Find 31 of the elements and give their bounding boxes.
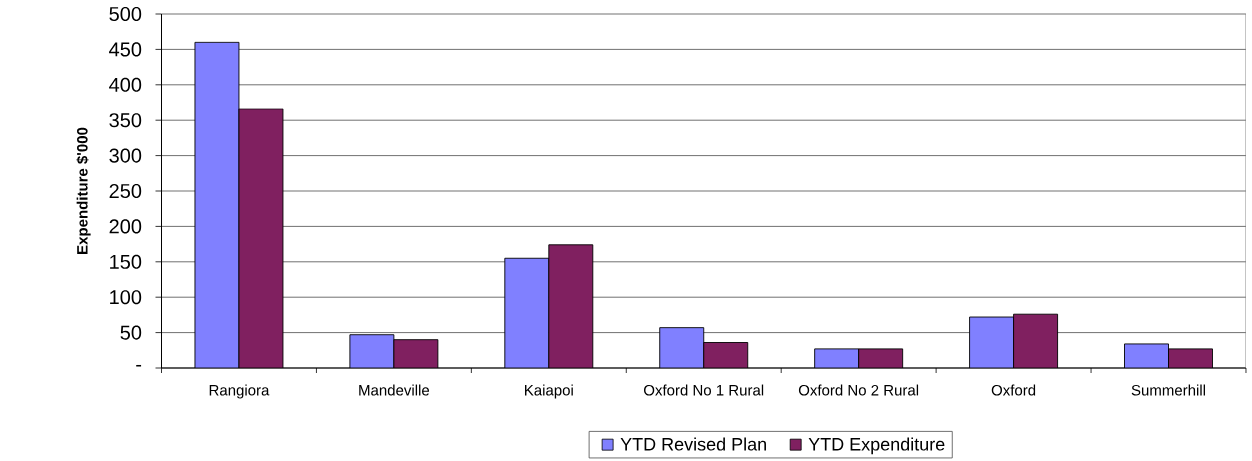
bar: [393, 339, 438, 368]
bar: [238, 108, 283, 368]
y-tick-label: 350: [109, 113, 142, 128]
y-tick-label: 450: [109, 42, 142, 57]
y-tick-label: 400: [109, 77, 142, 92]
y-tick-label: 250: [109, 183, 142, 199]
x-tick-label: Mandeville: [359, 384, 430, 396]
legend-label: YTD Revised Plan: [620, 437, 766, 451]
y-tick-label: 500: [109, 6, 142, 22]
y-axis-title: Expenditure $'000: [76, 127, 91, 254]
x-tick-label: Rangiora: [209, 384, 270, 399]
bar: [349, 334, 394, 368]
y-tick-label: 200: [109, 219, 142, 234]
x-tick-label: Kaiapoi: [525, 384, 573, 399]
y-tick-label: 150: [110, 254, 142, 269]
bar: [1013, 314, 1058, 368]
y-tick-label: -: [136, 364, 142, 367]
x-tick-label: Oxford No 1 Rural: [644, 384, 764, 396]
bar: [194, 42, 239, 368]
y-tick-label: 50: [120, 325, 142, 340]
bar: [969, 317, 1014, 368]
x-tick-label: Oxford No 2 Rural: [798, 384, 919, 396]
y-tick-label: 100: [110, 290, 142, 305]
x-tick-label: Oxford: [991, 384, 1036, 396]
y-tick-label: 300: [109, 148, 142, 163]
x-tick-label: Summerhill: [1131, 384, 1205, 396]
bar: [703, 342, 748, 368]
bar: [504, 258, 549, 368]
bar: [548, 244, 593, 368]
legend-label: YTD Expenditure: [808, 437, 945, 455]
bar: [659, 327, 704, 368]
